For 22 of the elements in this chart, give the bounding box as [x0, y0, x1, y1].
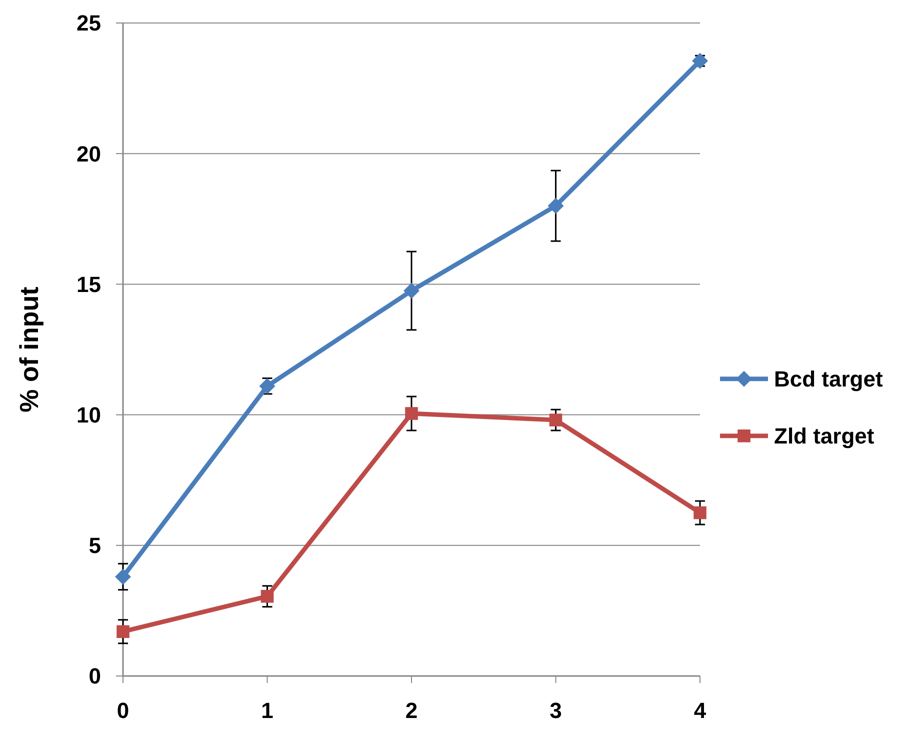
y-tick-label: 15	[76, 272, 101, 297]
point	[116, 625, 130, 638]
point	[260, 590, 274, 603]
y-tick-label: 5	[88, 533, 101, 558]
x-tick-label: 1	[261, 698, 274, 723]
y-tick-label: 20	[76, 141, 101, 166]
point	[694, 506, 706, 520]
y-axis-title: % of input	[14, 286, 44, 412]
point	[404, 282, 420, 299]
y-tick-label: 10	[76, 402, 101, 428]
point	[405, 407, 418, 420]
point	[115, 568, 131, 585]
y-tick-label: 25	[76, 10, 101, 36]
y-tick-label: 0	[88, 664, 101, 689]
x-tick-label: 0	[116, 698, 130, 723]
legend-label: Bcd target	[774, 366, 884, 392]
legend-label: Zld target	[774, 424, 875, 449]
x-tick-label: 2	[405, 698, 418, 723]
x-tick-label: 4	[694, 698, 707, 723]
x-tick-label: 3	[550, 698, 562, 723]
point	[548, 198, 564, 214]
point	[549, 414, 562, 426]
